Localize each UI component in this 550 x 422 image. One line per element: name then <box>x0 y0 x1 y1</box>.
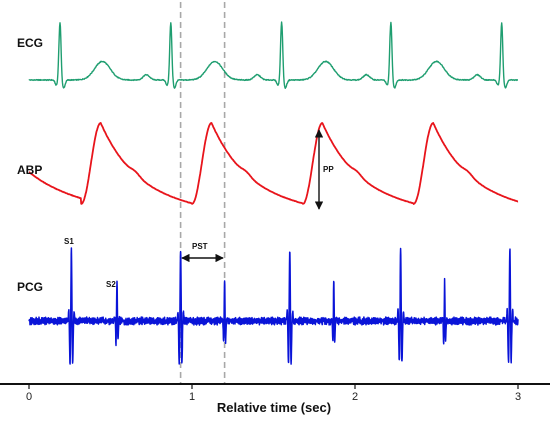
x-tick-label: 1 <box>189 391 195 403</box>
s1-label: S1 <box>64 237 74 246</box>
pst-label: PST <box>192 242 208 251</box>
ecg-label: ECG <box>17 36 43 50</box>
s2-label: S2 <box>106 280 116 289</box>
guide-lines <box>179 2 226 384</box>
x-tick-label: 2 <box>352 391 358 403</box>
ecg-trace <box>28 21 519 89</box>
abp-label: ABP <box>17 163 42 177</box>
pp-label: PP <box>323 165 334 174</box>
pcg-label: PCG <box>17 280 43 294</box>
pcg-trace <box>28 247 519 365</box>
x-axis-ticks: 0 1 2 3 <box>26 384 521 403</box>
x-tick-label: 3 <box>515 391 521 403</box>
abp-trace <box>28 122 519 205</box>
x-axis-title: Relative time (sec) <box>217 400 331 415</box>
x-tick-label: 0 <box>26 391 32 403</box>
